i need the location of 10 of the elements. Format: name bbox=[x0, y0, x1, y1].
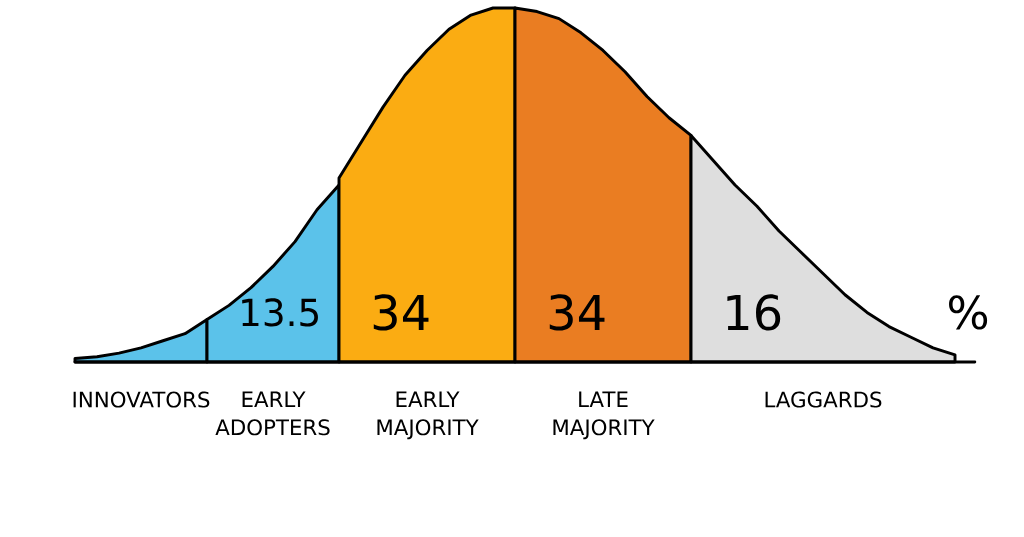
annotation: % bbox=[949, 295, 988, 330]
series-label: INNOVATORS bbox=[73, 391, 210, 408]
annotation: 16 bbox=[727, 294, 781, 331]
series-label: LAGGARDS bbox=[765, 391, 882, 408]
series-label: EARLY ADOPTERS bbox=[215, 391, 330, 436]
annotation: 34 bbox=[373, 294, 429, 331]
annotation: 34 bbox=[549, 294, 605, 331]
series-label: EARLY MAJORITY bbox=[377, 391, 479, 440]
annotation: 13.5 bbox=[242, 298, 318, 327]
series-label: LATE MAJORITY bbox=[553, 391, 655, 440]
